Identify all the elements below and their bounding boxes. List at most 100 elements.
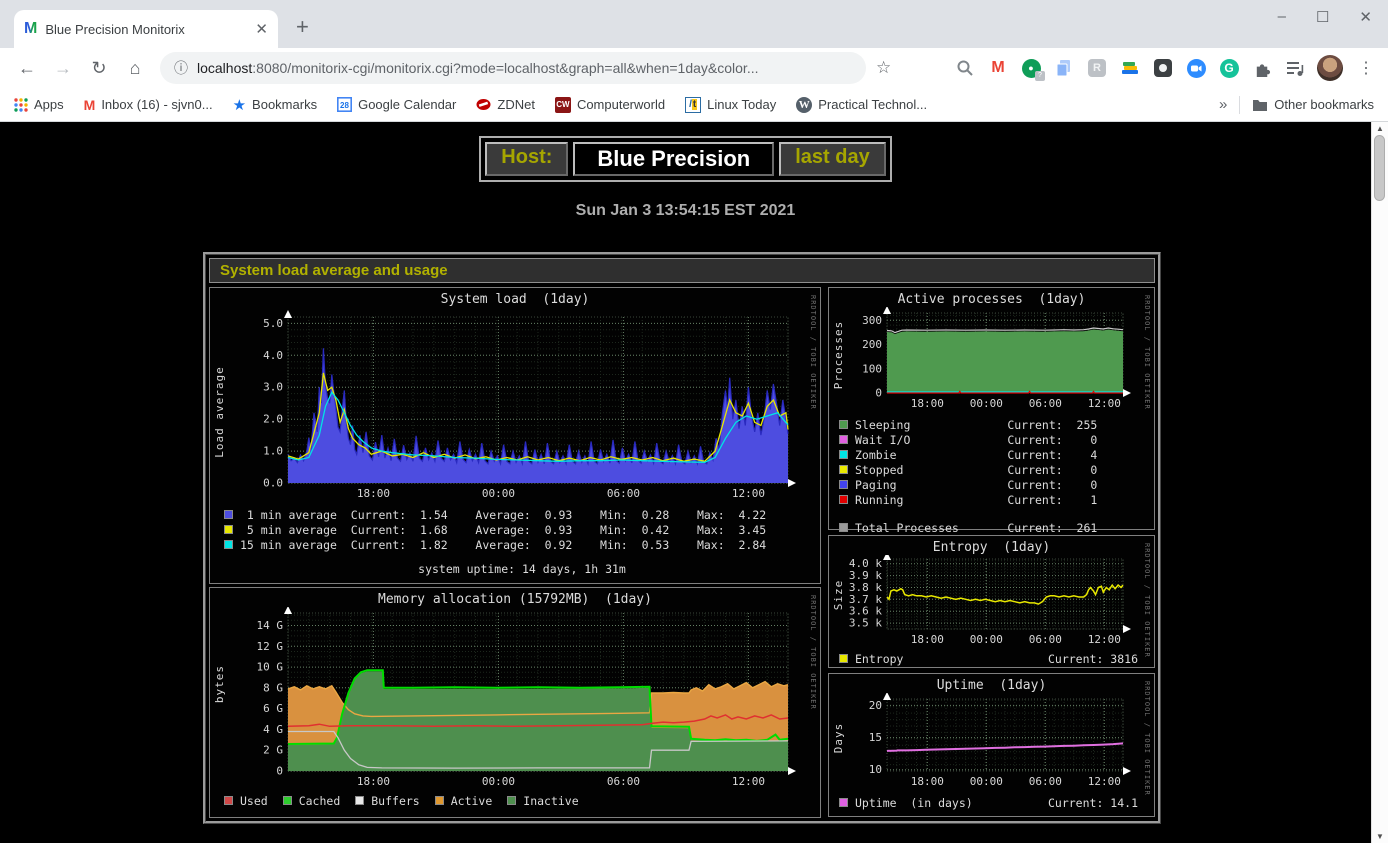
reader-extension-icon[interactable]: R bbox=[1086, 57, 1108, 79]
svg-text:6 G: 6 G bbox=[263, 702, 283, 715]
other-bookmarks[interactable]: Other bookmarks bbox=[1252, 97, 1374, 112]
extensions-puzzle-icon[interactable] bbox=[1251, 57, 1273, 79]
bookmark-inbox[interactable]: M Inbox (16) - sjvn0... bbox=[83, 96, 213, 113]
svg-text:06:00: 06:00 bbox=[1028, 633, 1061, 646]
processes-ylabel: Processes bbox=[832, 321, 845, 390]
svg-text:0.0: 0.0 bbox=[263, 477, 283, 490]
monitorix-page: Host: Blue Precision last day Sun Jan 3 … bbox=[0, 122, 1371, 843]
svg-text:3.9 k: 3.9 k bbox=[848, 569, 881, 582]
svg-text:00:00: 00:00 bbox=[482, 487, 515, 500]
svg-text:3.7 k: 3.7 k bbox=[848, 593, 881, 606]
system-load-legend: 1 min average Current: 1.54 Average: 0.9… bbox=[210, 503, 820, 576]
scroll-down-icon[interactable]: ▼ bbox=[1376, 832, 1384, 841]
svg-text:00:00: 00:00 bbox=[969, 775, 1002, 788]
browser-menu-icon[interactable]: ⋮ bbox=[1358, 60, 1374, 77]
page-scrollbar[interactable]: ▲ ▼ bbox=[1371, 122, 1388, 843]
hangouts-extension-icon[interactable]: ● ? bbox=[1020, 57, 1045, 81]
rrdtool-watermark: RRDTOOL / TOBI OETIKER bbox=[809, 295, 817, 410]
playlist-extension-icon[interactable] bbox=[1284, 57, 1306, 79]
svg-text:15: 15 bbox=[868, 731, 881, 744]
rrdtool-watermark: RRDTOOL / TOBI OETIKER bbox=[1143, 681, 1151, 796]
keep-lamp-extension-icon[interactable] bbox=[1152, 57, 1174, 79]
bookmark-bookmarks[interactable]: ★ Bookmarks bbox=[232, 96, 318, 114]
svg-text:1.0: 1.0 bbox=[263, 445, 283, 458]
bookmark-zdnet[interactable]: ZDNet bbox=[476, 97, 535, 112]
page-info-icon[interactable]: ⓘ bbox=[174, 60, 188, 76]
memory-ylabel: bytes bbox=[213, 665, 226, 704]
memory-chart-canvas: 18:00 00:00 06:00 12:00 0 2 G 4 G 6 G 8 G 10 G 12 … bbox=[257, 607, 796, 788]
bookmark-practical-tech[interactable]: W Practical Technol... bbox=[796, 96, 927, 113]
svg-text:00:00: 00:00 bbox=[969, 633, 1002, 646]
entropy-ylabel: Size bbox=[832, 579, 845, 611]
entropy-chart-canvas: 18:00 00:00 06:00 12:00 3.5 k3.6 k3.7 k3.8 k… bbox=[848, 555, 1131, 646]
bookmark-google-calendar[interactable]: 28 Google Calendar bbox=[337, 97, 456, 112]
back-button[interactable]: ← bbox=[18, 57, 36, 78]
url-text: localhost:8080/monitorix-cgi/monitorix.c… bbox=[197, 60, 759, 76]
zoom-meeting-extension-icon[interactable] bbox=[1185, 57, 1207, 79]
processes-panel: Active processes (1day) Processes RRDTOO… bbox=[828, 287, 1155, 535]
svg-text:00:00: 00:00 bbox=[482, 775, 515, 788]
svg-text:200: 200 bbox=[862, 338, 882, 351]
tab-close-icon[interactable]: ✕ bbox=[255, 21, 268, 38]
bookmarks-overflow-icon[interactable]: » bbox=[1218, 96, 1228, 113]
browser-tab[interactable]: M Blue Precision Monitorix ✕ bbox=[14, 10, 278, 48]
browser-toolbar: ← → ↻ ⌂ ⓘ localhost:8080/monitorix-cgi/m… bbox=[0, 48, 1388, 88]
system-load-panel: System load (1day) Load average RRDTOOL … bbox=[209, 287, 821, 584]
svg-text:300: 300 bbox=[862, 314, 882, 327]
svg-text:3.6 k: 3.6 k bbox=[848, 605, 881, 618]
gmail-extension-icon[interactable]: M bbox=[991, 59, 1005, 76]
search-extension-icon[interactable] bbox=[954, 57, 976, 79]
system-load-chart-title: System load (1day) bbox=[440, 292, 590, 307]
scroll-up-icon[interactable]: ▲ bbox=[1376, 124, 1384, 133]
entropy-chart-title: Entropy (1day) bbox=[932, 540, 1051, 555]
books-extension-icon[interactable] bbox=[1119, 57, 1141, 79]
section-title: System load average and usage bbox=[209, 258, 1155, 283]
gmail-icon: M bbox=[83, 96, 96, 113]
host-label: Host: bbox=[485, 142, 569, 176]
memory-panel: Memory allocation (15792MB) (1day) bytes… bbox=[209, 587, 821, 818]
apps-grid-icon bbox=[14, 97, 28, 112]
home-button[interactable]: ⌂ bbox=[129, 57, 141, 78]
svg-text:4.0 k: 4.0 k bbox=[848, 557, 881, 570]
system-load-ylabel: Load average bbox=[213, 366, 226, 458]
uptime-panel: Uptime (1day) Days RRDTOOL / TOBI OETIKE… bbox=[828, 673, 1155, 817]
monitorix-favicon-icon: M bbox=[24, 20, 38, 37]
uptime-ylabel: Days bbox=[832, 722, 845, 754]
svg-text:0: 0 bbox=[276, 765, 283, 778]
window-maximize-button[interactable]: ☐ bbox=[1315, 9, 1330, 26]
svg-text:00:00: 00:00 bbox=[969, 397, 1002, 410]
window-close-button[interactable]: ✕ bbox=[1359, 9, 1372, 26]
forward-button[interactable]: → bbox=[54, 57, 72, 78]
svg-text:2.0: 2.0 bbox=[263, 413, 283, 426]
reload-button[interactable]: ↻ bbox=[91, 57, 107, 78]
new-tab-button[interactable]: + bbox=[296, 14, 309, 39]
system-load-chart-canvas: 18:00 00:00 06:00 12:00 0.0 1.0 2.0 3.0 4.0 5.0 bbox=[263, 310, 796, 500]
grammarly-extension-icon[interactable]: G bbox=[1218, 57, 1240, 79]
bookmark-apps[interactable]: Apps bbox=[14, 97, 64, 112]
bookmark-computerworld[interactable]: CW Computerworld bbox=[554, 96, 666, 113]
svg-text:12:00: 12:00 bbox=[1087, 633, 1120, 646]
svg-text:18:00: 18:00 bbox=[357, 775, 390, 788]
blue-star-icon: ★ bbox=[232, 96, 247, 114]
svg-text:18:00: 18:00 bbox=[357, 487, 390, 500]
memory-legend: Used Cached Buffers Active Inactive bbox=[210, 789, 820, 808]
profile-avatar[interactable] bbox=[1317, 55, 1343, 81]
address-bar[interactable]: ⓘ localhost:8080/monitorix-cgi/monitorix… bbox=[160, 52, 866, 84]
cw-icon: CW bbox=[554, 96, 571, 113]
svg-text:12:00: 12:00 bbox=[732, 775, 765, 788]
copy-pages-extension-icon[interactable] bbox=[1053, 57, 1075, 79]
svg-text:10: 10 bbox=[868, 763, 881, 776]
browser-titlebar: M Blue Precision Monitorix ✕ + – ☐ ✕ bbox=[0, 0, 1388, 48]
zdnet-icon bbox=[476, 99, 491, 110]
svg-text:18:00: 18:00 bbox=[910, 397, 943, 410]
svg-text:0: 0 bbox=[875, 387, 882, 400]
window-minimize-button[interactable]: – bbox=[1277, 8, 1286, 25]
bookmark-star-icon[interactable]: ☆ bbox=[876, 58, 892, 77]
svg-text:18:00: 18:00 bbox=[910, 775, 943, 788]
svg-text:12:00: 12:00 bbox=[732, 487, 765, 500]
folder-icon bbox=[1253, 100, 1268, 111]
scrollbar-thumb[interactable] bbox=[1374, 135, 1385, 201]
svg-text:3.0: 3.0 bbox=[263, 381, 283, 394]
